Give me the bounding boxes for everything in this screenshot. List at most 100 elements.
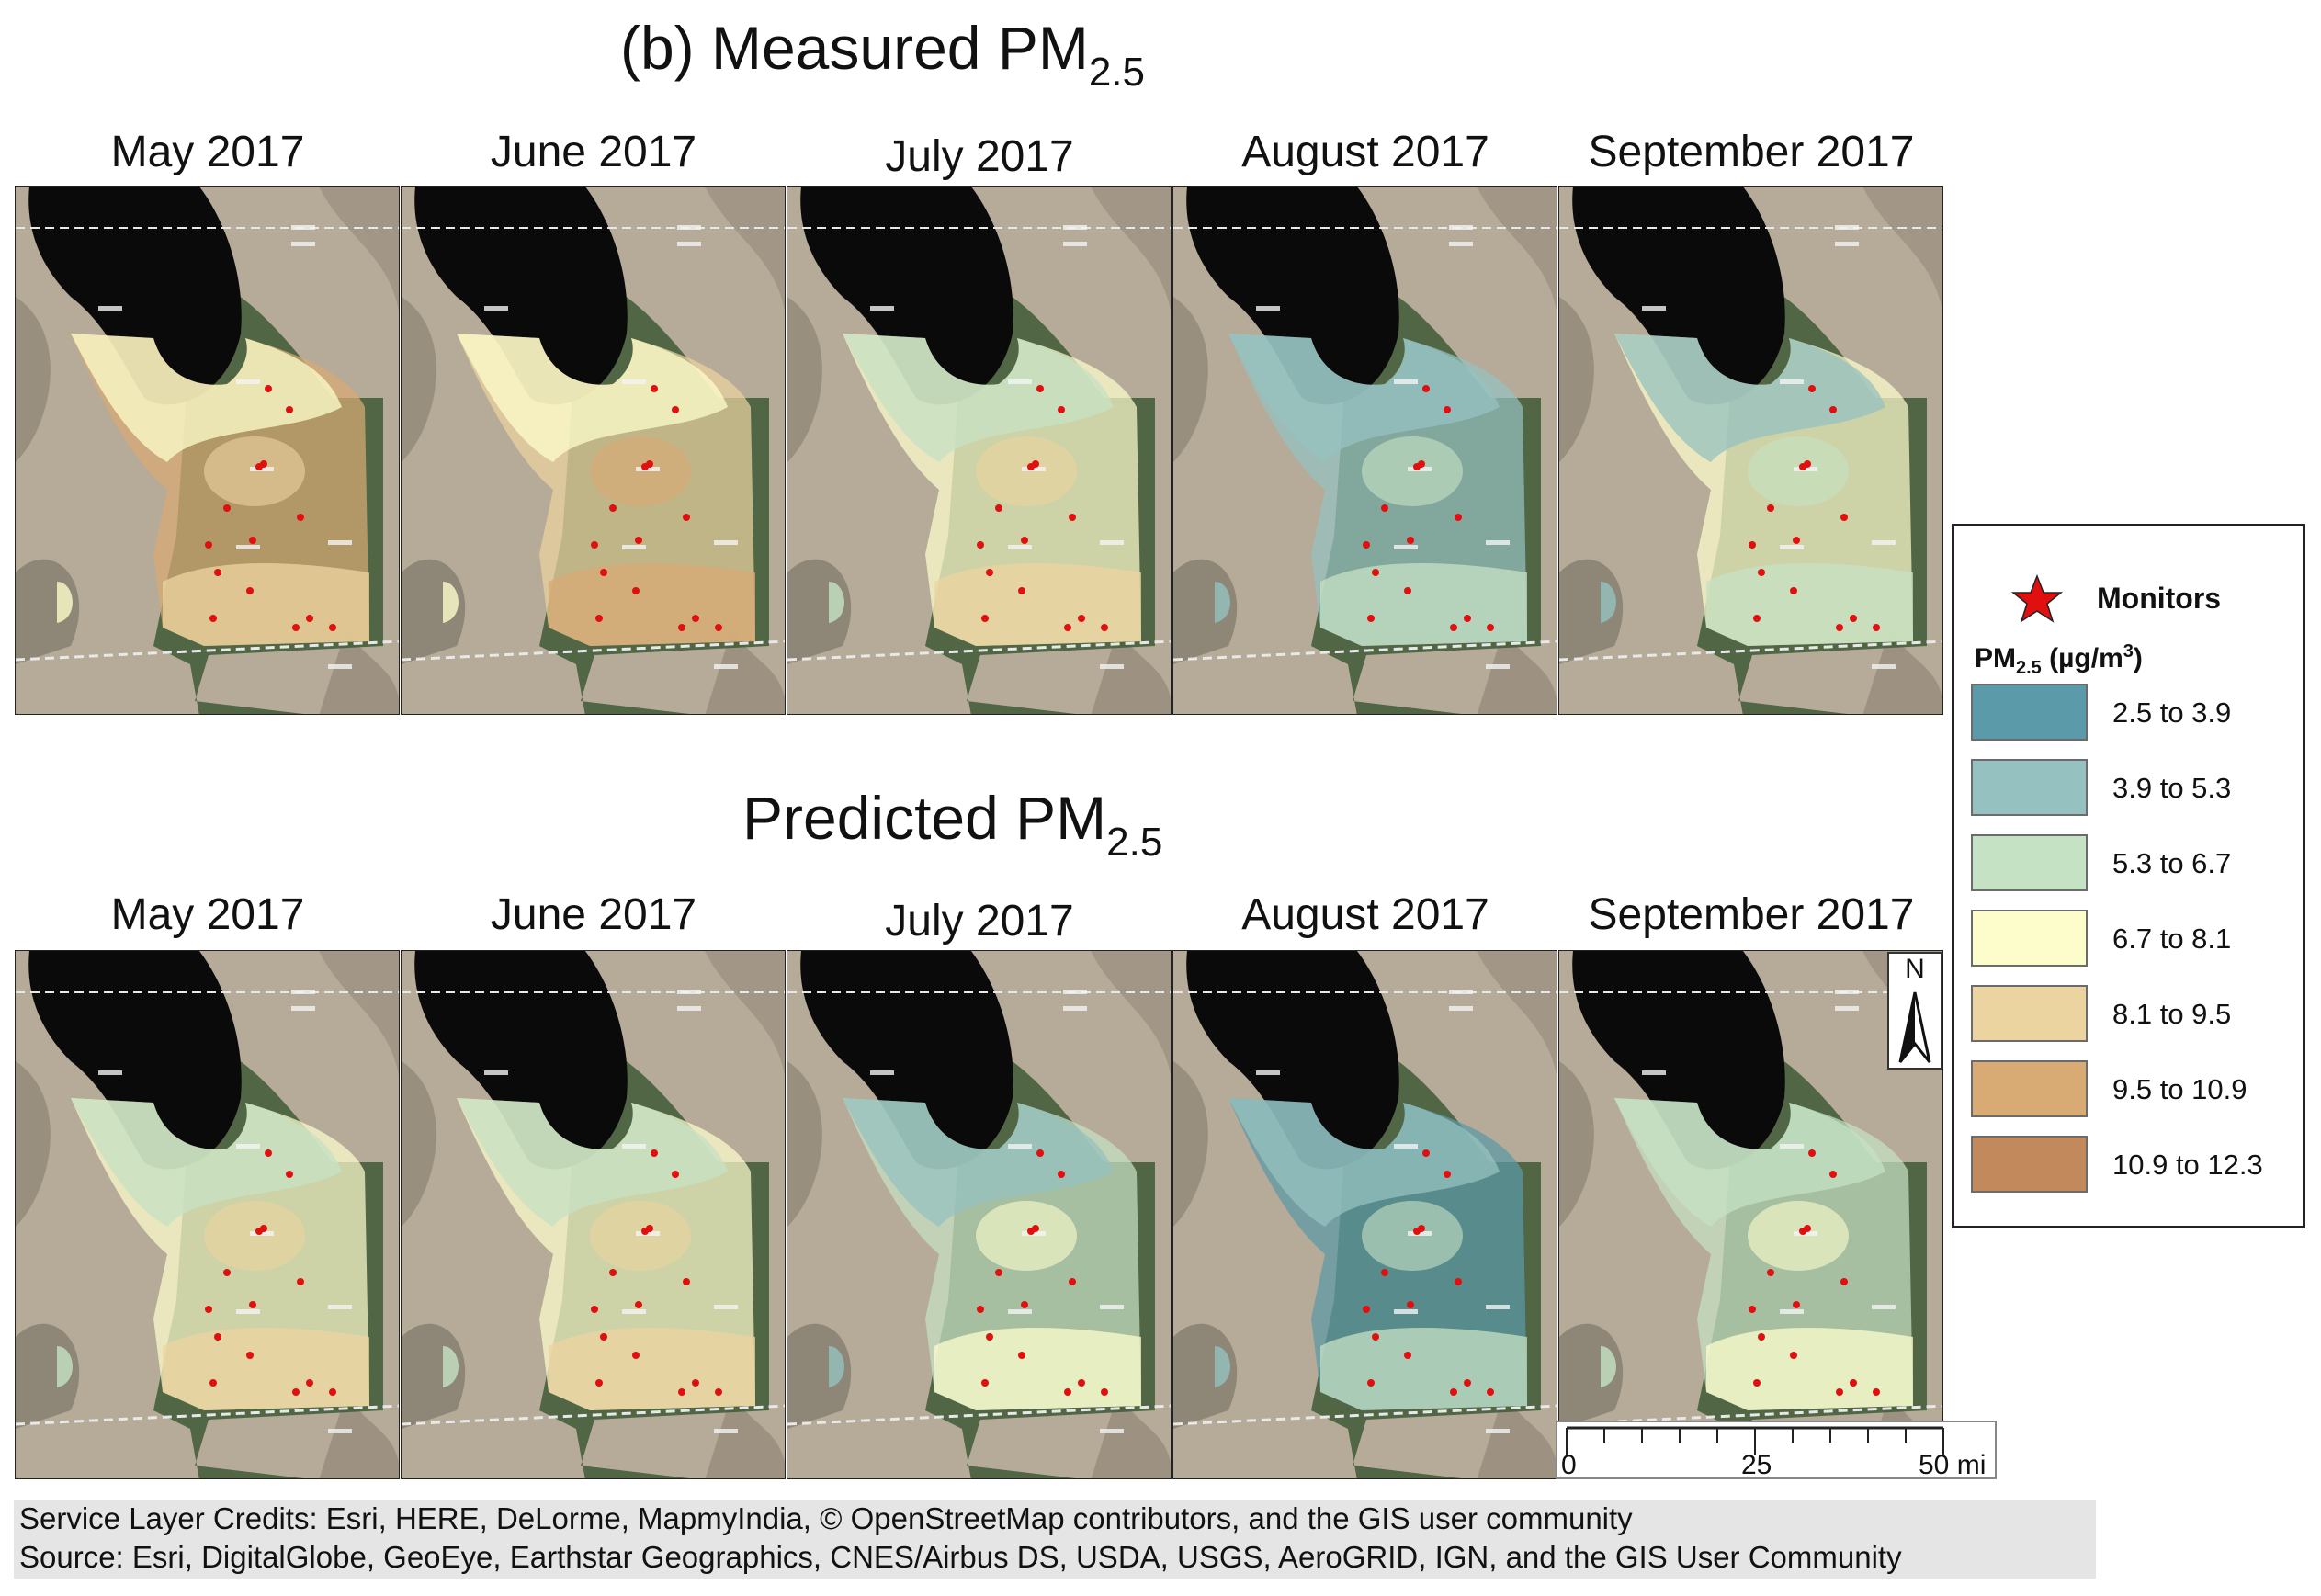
monitor-marker [214,569,221,576]
mountain-terrain [319,951,399,1077]
monitor-marker [683,514,690,521]
pm25-zone-west [1215,582,1230,623]
pm25-zone-south [549,563,755,646]
town-label [1256,1070,1280,1075]
measured-map-august[interactable] [1172,186,1557,715]
pm25-zone-west [1601,582,1616,623]
monitor-marker [1064,1388,1071,1396]
mountain-terrain [1091,187,1171,312]
monitor-marker [1749,1306,1756,1313]
scale-bar: 0 25 50 mi [1556,1421,1997,1480]
mountain-terrain [705,1392,785,1478]
mountain-terrain [787,1061,822,1227]
legend-class-label-6: 10.9 to 12.3 [2112,1149,2263,1181]
monitor-marker [651,385,658,392]
monitor-marker [1758,569,1765,576]
town-label [677,990,701,994]
measured-map-july[interactable] [787,186,1172,715]
town-label [1063,225,1087,230]
predicted-map-july[interactable] [787,950,1172,1479]
town-label [622,379,646,384]
legend-class-label-4: 8.1 to 9.5 [2112,998,2232,1030]
monitor-marker [286,406,293,413]
monitor-marker [306,615,313,622]
scale-label-0: 0 [1561,1450,1577,1480]
town-label [1486,540,1510,545]
monitor-marker [1808,1149,1816,1157]
monitor-marker [1450,1388,1457,1396]
town-label [677,1006,701,1011]
town-label [870,306,894,311]
map-graphic [1173,187,1557,714]
international-border [16,640,399,662]
legend-pm-unit: (µg/m [2041,643,2123,673]
monitor-marker [1018,1352,1025,1359]
pm25-zone-north [1228,1098,1500,1227]
monitor-marker [609,504,617,512]
measured-month-label-2: July 2017 [885,132,1074,181]
monitor-marker [981,615,989,622]
legend-class-label-5: 9.5 to 10.9 [2112,1073,2247,1105]
monitor-marker [1058,406,1065,413]
predicted-title: Predicted PM2.5 [742,783,1162,866]
measured-map-september[interactable] [1558,186,1943,715]
town-label [1780,379,1804,384]
pm25-zone-west [1601,1346,1616,1387]
monitor-marker [1873,624,1880,631]
monitor-marker [1018,587,1025,594]
town-label [236,379,260,384]
monitor-marker [632,1352,640,1359]
monitor-marker [595,615,603,622]
monitor-marker [286,1171,293,1178]
monitor-marker [1021,1301,1028,1308]
pm25-zone-west [1215,1346,1230,1387]
town-label [236,545,260,549]
town-label [622,545,646,549]
monitor-marker [651,1149,658,1157]
monitor-marker [995,504,1002,512]
predicted-title-text: Predicted PM [742,784,1107,852]
town-label [1486,664,1510,669]
pm25-zone-west [829,582,844,623]
map-graphic [402,951,785,1478]
measured-map-june[interactable] [401,186,786,715]
monitor-marker [1836,1388,1843,1396]
mountain-terrain [1477,1392,1557,1478]
predicted-map-september[interactable] [1558,950,1943,1479]
mountain-terrain [705,951,785,1077]
mountain-terrain [1173,297,1208,462]
predicted-month-label-3: August 2017 [1241,890,1489,939]
town-label [1872,664,1896,669]
attribution-credits: Service Layer Credits: Esri, HERE, DeLor… [14,1500,2096,1579]
pm25-zone-south [934,1328,1141,1410]
monitor-marker [986,1333,993,1341]
monitor-marker [249,1301,256,1308]
legend-swatch-5 [1971,1060,2088,1117]
town-label [1835,242,1859,246]
predicted-map-june[interactable] [401,950,786,1479]
town-label [1642,306,1666,311]
monitor-marker [995,1269,1002,1276]
monitor-marker [223,504,231,512]
town-label [1100,664,1124,669]
credits-line-1: Service Layer Credits: Esri, HERE, DeLor… [19,1501,1633,1535]
monitor-marker [1367,1379,1375,1387]
legend-swatch-4 [1971,985,2088,1042]
predicted-map-may[interactable] [15,950,400,1479]
monitor-marker [1829,1171,1837,1178]
measured-map-may[interactable] [15,186,400,715]
pm25-zone-west [57,1346,73,1387]
monitor-marker [635,537,642,544]
monitor-marker [1078,615,1085,622]
predicted-month-label-4: September 2017 [1588,890,1915,939]
international-border [402,640,785,662]
predicted-title-subscript: 2.5 [1106,820,1163,865]
town-label [1008,1144,1032,1149]
monitor-marker [297,514,304,521]
monitor-marker [1069,1278,1076,1285]
town-label [1780,1144,1804,1149]
town-label [328,1305,352,1309]
predicted-map-august[interactable] [1172,950,1557,1479]
monitor-marker [1749,541,1756,549]
monitor-marker [591,541,598,549]
